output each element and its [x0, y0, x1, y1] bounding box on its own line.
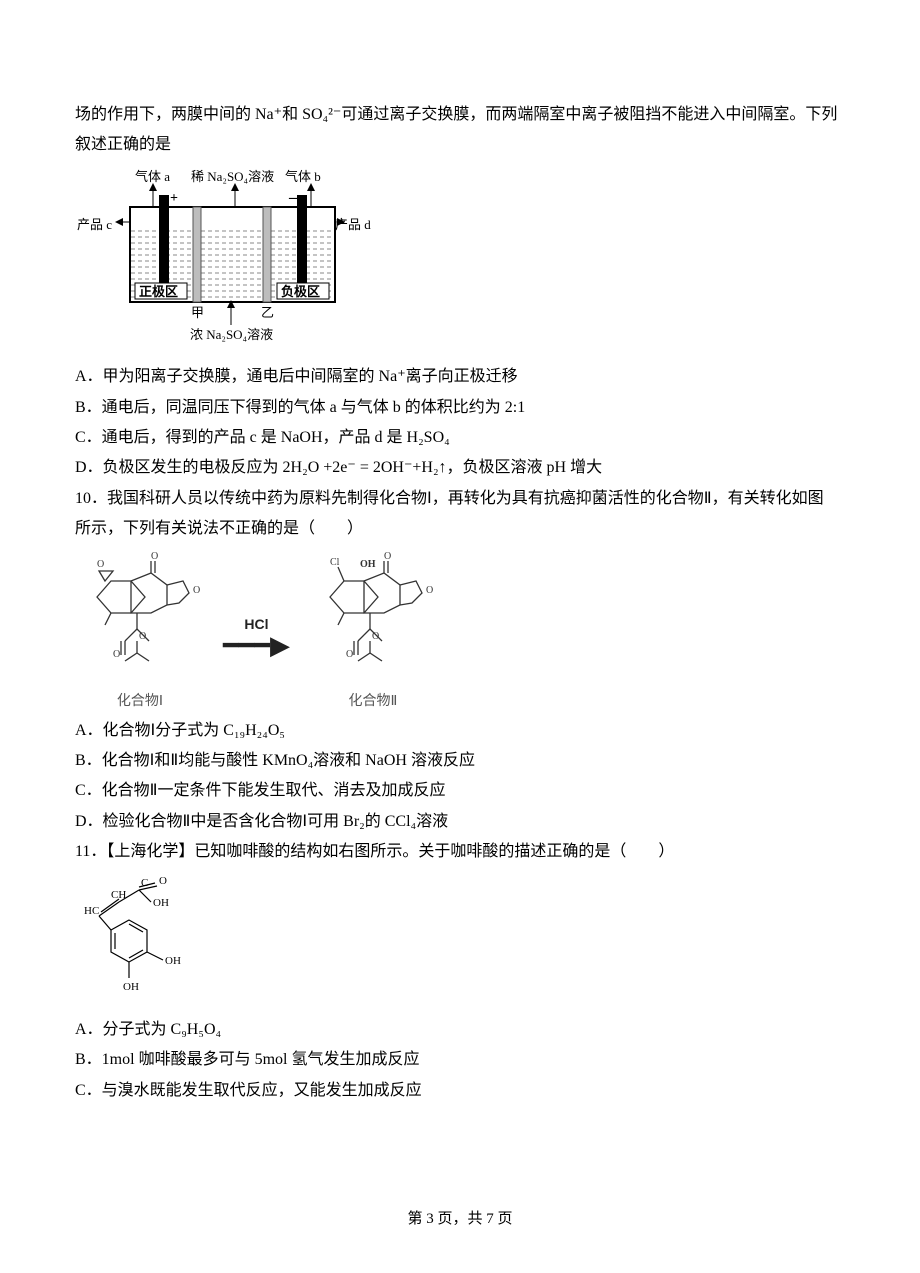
- svg-text:OH: OH: [153, 897, 169, 909]
- fig1-anode-rod: [159, 195, 169, 285]
- svg-text:O: O: [139, 631, 146, 642]
- q11-C: C．与溴水既能发生取代反应，又能发生加成反应: [75, 1076, 845, 1106]
- svg-text:O: O: [346, 649, 353, 660]
- q10-figure: O O O O O 化合物Ⅰ HCl ━━━▶: [75, 549, 845, 716]
- fig1-membrane-yi: [263, 207, 271, 302]
- fig1-concentrated: 浓 Na₂SO₄溶液: [190, 327, 273, 342]
- fig1-jia: 甲: [191, 305, 204, 320]
- compound-2: Cl OH O O O O 化合物Ⅱ: [308, 549, 438, 716]
- svg-text:O: O: [384, 551, 391, 562]
- svg-text:O: O: [97, 559, 104, 570]
- q10-D: D．检验化合物Ⅱ中是否含化合物Ⅰ可用 Br₂的 CCl₄溶液: [75, 807, 845, 837]
- fig1-dilute: 稀 Na₂SO₄溶液: [191, 169, 274, 184]
- compound-1-svg: O O O O O: [75, 549, 205, 681]
- svg-text:O: O: [159, 875, 167, 887]
- intro-line-2: 叙述正确的是: [75, 130, 845, 160]
- fig1-plus-sign: +: [170, 191, 178, 206]
- q10-stem-2: 所示，下列有关说法不正确的是（ ）: [75, 514, 845, 544]
- svg-text:OH: OH: [360, 559, 376, 570]
- intro-line-1: 场的作用下，两膜中间的 Na⁺和 SO₄²⁻可通过离子交换膜，而两端隔室中离子被…: [75, 100, 845, 130]
- fig1-cathode-rod: [297, 195, 307, 285]
- q10-stem-1: 10．我国科研人员以传统中药为原料先制得化合物Ⅰ，再转化为具有抗癌抑菌活性的化合…: [75, 484, 845, 514]
- svg-text:O: O: [372, 631, 379, 642]
- q9-C: C．通电后，得到的产品 c 是 NaOH，产品 d 是 H₂SO₄: [75, 423, 845, 453]
- svg-text:O: O: [193, 585, 200, 596]
- fig1-gas-a: 气体 a: [135, 169, 170, 184]
- electrolysis-svg: 气体 a 稀 Na₂SO₄溶液 气体 b + – 产品 c 产品 d: [75, 167, 385, 347]
- fig1-minus-sign: –: [288, 189, 298, 206]
- q10-A: A．化合物Ⅰ分子式为 C₁₉H₂₄O₅: [75, 716, 845, 746]
- q10-C: C．化合物Ⅱ一定条件下能发生取代、消去及加成反应: [75, 776, 845, 806]
- svg-text:O: O: [151, 551, 158, 562]
- q9-D: D．负极区发生的电极反应为 2H₂O +2e⁻ = 2OH⁻+H₂↑，负极区溶液…: [75, 453, 845, 483]
- q9-A: A．甲为阳离子交换膜，通电后中间隔室的 Na⁺离子向正极迁移: [75, 362, 845, 392]
- compound-1: O O O O O 化合物Ⅰ: [75, 549, 205, 716]
- q10-B: B．化合物Ⅰ和Ⅱ均能与酸性 KMnO₄溶液和 NaOH 溶液反应: [75, 746, 845, 776]
- compound-1-label: 化合物Ⅰ: [75, 689, 205, 716]
- q11-stem: 11．【上海化学】已知咖啡酸的结构如右图所示。关于咖啡酸的描述正确的是（ ）: [75, 837, 845, 867]
- fig1-membrane-jia: [193, 207, 201, 302]
- electrolysis-figure: 气体 a 稀 Na₂SO₄溶液 气体 b + – 产品 c 产品 d: [75, 167, 845, 358]
- reaction-arrow: HCl ━━━▶: [223, 611, 290, 653]
- fig1-gas-b: 气体 b: [285, 169, 321, 184]
- svg-text:OH: OH: [123, 981, 139, 993]
- q11-B: B．1mol 咖啡酸最多可与 5mol 氢气发生加成反应: [75, 1045, 845, 1075]
- compound-2-label: 化合物Ⅱ: [308, 689, 438, 716]
- compound-2-svg: Cl OH O O O O: [308, 549, 438, 681]
- svg-text:OH: OH: [165, 955, 181, 967]
- q11-A: A．分子式为 C₉H₅O₄: [75, 1015, 845, 1045]
- svg-text:C: C: [141, 877, 148, 889]
- fig1-product-d: 产品 d: [335, 217, 371, 232]
- fig1-yi: 乙: [261, 305, 274, 320]
- svg-text:HC: HC: [84, 905, 99, 917]
- q9-B: B．通电后，同温同压下得到的气体 a 与气体 b 的体积比约为 2:1: [75, 393, 845, 423]
- fig1-product-c: 产品 c: [77, 217, 112, 232]
- caffeic-svg: HC CH C O OH OH OH: [79, 872, 229, 1002]
- svg-text:O: O: [113, 649, 120, 660]
- page-footer: 第 3 页，共 7 页: [0, 1212, 920, 1227]
- fig1-anode-label: 正极区: [139, 284, 178, 299]
- svg-text:CH: CH: [111, 889, 126, 901]
- caffeic-figure: HC CH C O OH OH OH: [79, 872, 845, 1013]
- svg-text:O: O: [426, 585, 433, 596]
- fig1-cathode-label: 负极区: [281, 284, 320, 299]
- arrow-icon: ━━━▶: [223, 638, 290, 654]
- svg-text:Cl: Cl: [330, 557, 340, 568]
